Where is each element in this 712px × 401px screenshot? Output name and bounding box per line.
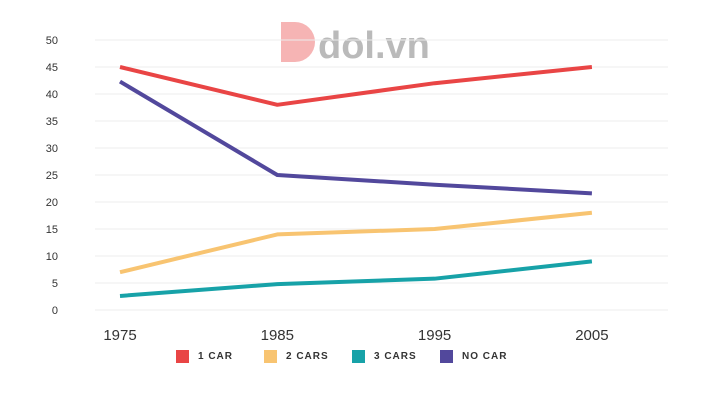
legend-item: 3 CARS xyxy=(352,350,448,363)
legend: 1 CAR 2 CARS 3 CARS NO CAR xyxy=(0,350,712,363)
series-line-no-car xyxy=(118,79,593,196)
y-tick-label: 35 xyxy=(46,116,58,128)
y-tick-label: 20 xyxy=(46,197,58,209)
y-tick-label: 40 xyxy=(46,89,58,101)
legend-label: NO CAR xyxy=(462,351,508,362)
y-tick-label: 50 xyxy=(46,35,58,47)
y-tick-label: 45 xyxy=(46,62,58,74)
legend-item: NO CAR xyxy=(440,350,536,363)
y-tick-label: 25 xyxy=(46,170,58,182)
series-line-1-car xyxy=(119,65,593,107)
dol-logo: dol.vn xyxy=(281,22,430,67)
legend-label: 3 CARS xyxy=(374,351,417,362)
y-tick-label: 0 xyxy=(52,305,58,317)
legend-swatch xyxy=(264,350,277,363)
y-tick-label: 10 xyxy=(46,251,58,263)
series-line-3-cars xyxy=(119,259,593,298)
y-tick-label: 5 xyxy=(52,278,58,290)
legend-label: 1 CAR xyxy=(198,351,234,362)
legend-swatch xyxy=(352,350,365,363)
legend-item: 1 CAR xyxy=(176,350,272,363)
x-tick-label: 1995 xyxy=(418,327,451,344)
svg-text:dol.vn: dol.vn xyxy=(318,25,430,67)
x-tick-label: 1975 xyxy=(103,327,136,344)
legend-item: 2 CARS xyxy=(264,350,360,363)
legend-label: 2 CARS xyxy=(286,351,329,362)
series-line-2-cars xyxy=(119,210,593,275)
legend-swatch xyxy=(440,350,453,363)
y-tick-label: 30 xyxy=(46,143,58,155)
x-tick-label: 2005 xyxy=(575,327,608,344)
y-tick-label: 15 xyxy=(46,224,58,236)
legend-swatch xyxy=(176,350,189,363)
x-tick-label: 1985 xyxy=(261,327,294,344)
